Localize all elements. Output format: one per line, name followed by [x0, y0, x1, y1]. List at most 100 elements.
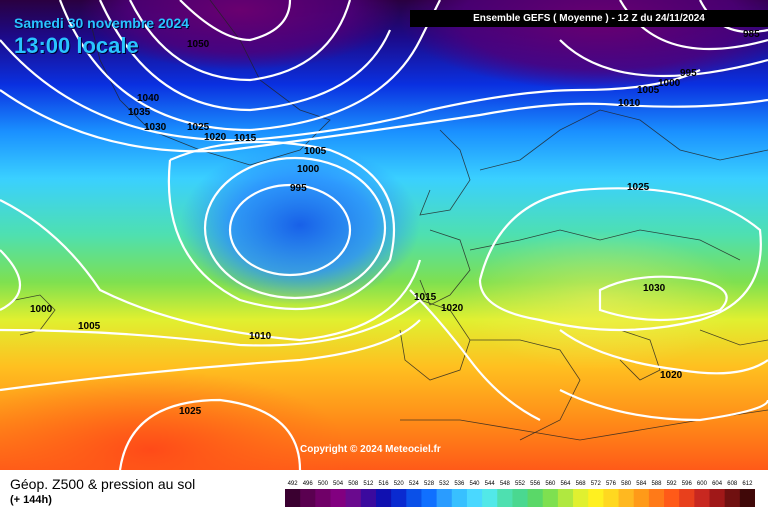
scale-swatch	[285, 489, 301, 507]
forecast-date: Samedi 30 novembre 2024	[14, 15, 190, 31]
color-scale: 492 496 500 504 508 512 516 520 524 528 532 536 540 5…	[285, 481, 755, 507]
scale-label: 560	[545, 481, 556, 487]
isobar-label: 1050	[187, 39, 210, 50]
scale-label: 504	[333, 481, 344, 487]
scale-swatch	[633, 489, 650, 507]
scale-swatch	[315, 489, 331, 507]
scale-label: 516	[379, 481, 390, 487]
scale-label: 600	[697, 481, 708, 487]
scale-swatch	[542, 489, 559, 507]
scale-swatch	[345, 489, 362, 507]
scale-label: 608	[727, 481, 738, 487]
scale-swatch	[618, 489, 635, 507]
scale-swatch	[391, 489, 407, 507]
isobar-label: 1025	[627, 182, 650, 193]
isobar-label: 1005	[637, 85, 660, 96]
isobar-label: 1020	[660, 370, 683, 381]
scale-label: 612	[742, 481, 753, 487]
isobar-label: 1015	[414, 292, 437, 303]
scale-label: 508	[348, 481, 359, 487]
scale-label: 572	[591, 481, 602, 487]
scale-swatch	[497, 489, 513, 507]
isobar-label: 1010	[249, 331, 272, 342]
scale-swatch	[421, 489, 438, 507]
scale-swatch	[603, 489, 620, 507]
scale-swatch	[527, 489, 544, 507]
scale-label: 552	[515, 481, 526, 487]
scale-swatch	[360, 489, 377, 507]
forecast-lead-time: (+ 144h)	[10, 494, 52, 506]
isobar-label: 1020	[441, 303, 464, 314]
ensemble-banner: Ensemble GEFS ( Moyenne ) - 12 Z du 24/1…	[410, 10, 768, 27]
scale-swatch	[482, 489, 498, 507]
forecast-time: 13:00 locale	[14, 33, 139, 58]
isobar-label: 1015	[234, 133, 257, 144]
scale-swatch	[330, 489, 347, 507]
isobar-label: 985	[743, 29, 760, 40]
greenland-shade	[80, 0, 400, 70]
scale-label: 580	[621, 481, 632, 487]
z500-map: 1050 1040 1035 1030 1025 1020 1015 1005 …	[0, 0, 768, 470]
scale-swatch	[739, 489, 755, 507]
isobar-label: 1030	[643, 283, 666, 294]
scale-label: 544	[485, 481, 496, 487]
isobar-label: 1000	[658, 78, 681, 89]
scale-label: 540	[470, 481, 481, 487]
isobar-label: 1025	[179, 406, 202, 417]
scale-label: 536	[454, 481, 465, 487]
scale-swatch	[664, 489, 680, 507]
scale-swatch	[436, 489, 453, 507]
isobar-label: 1040	[137, 93, 160, 104]
scale-swatch	[300, 489, 316, 507]
scale-label: 576	[606, 481, 617, 487]
isobar-label: 1020	[204, 132, 227, 143]
isobars	[0, 0, 768, 470]
scale-swatch	[573, 489, 589, 507]
scale-swatch	[466, 489, 483, 507]
scale-label: 548	[500, 481, 511, 487]
scale-label: 528	[424, 481, 435, 487]
scale-label: 520	[394, 481, 405, 487]
scale-label: 532	[439, 481, 450, 487]
southwest-high-shade	[0, 370, 350, 470]
scale-swatch	[512, 489, 529, 507]
scale-label: 596	[682, 481, 693, 487]
chart-title: Géop. Z500 & pression au sol	[10, 476, 196, 492]
atlantic-low-shade	[180, 145, 420, 305]
scale-swatch	[648, 489, 665, 507]
scale-label: 592	[667, 481, 678, 487]
isobar-label: 995	[290, 183, 307, 194]
isobar-label: 1010	[618, 98, 641, 109]
scale-swatch	[724, 489, 741, 507]
scale-swatch	[679, 489, 695, 507]
isobar-label: 1030	[144, 122, 167, 133]
scale-label: 492	[288, 481, 299, 487]
scale-swatch	[694, 489, 711, 507]
isobar-label: 1035	[128, 107, 151, 118]
scale-label: 496	[303, 481, 314, 487]
scale-swatch	[375, 489, 392, 507]
isobar-label: 1000	[30, 304, 53, 315]
scale-label: 524	[409, 481, 420, 487]
scale-label: 588	[651, 481, 662, 487]
copyright-notice: Copyright © 2024 Meteociel.fr	[300, 444, 441, 455]
isobar-label: 1005	[78, 321, 101, 332]
scale-swatch	[557, 489, 574, 507]
scale-label: 556	[530, 481, 541, 487]
scale-swatch	[451, 489, 468, 507]
isobar-label: 1000	[297, 164, 320, 175]
isobar-label: 1025	[187, 122, 210, 133]
scale-swatch	[709, 489, 726, 507]
scale-label: 500	[318, 481, 329, 487]
isobar-label: 1005	[304, 146, 327, 157]
scale-swatch	[406, 489, 422, 507]
scale-label: 564	[560, 481, 571, 487]
legend-footer: Géop. Z500 & pression au sol (+ 144h) 49…	[0, 470, 768, 512]
scale-swatch	[588, 489, 604, 507]
scale-label: 568	[576, 481, 587, 487]
scale-label: 512	[363, 481, 374, 487]
scale-label: 604	[712, 481, 723, 487]
isobar-labels: 1050 1040 1035 1030 1025 1020 1015 1005 …	[30, 29, 760, 417]
scale-label: 584	[636, 481, 647, 487]
